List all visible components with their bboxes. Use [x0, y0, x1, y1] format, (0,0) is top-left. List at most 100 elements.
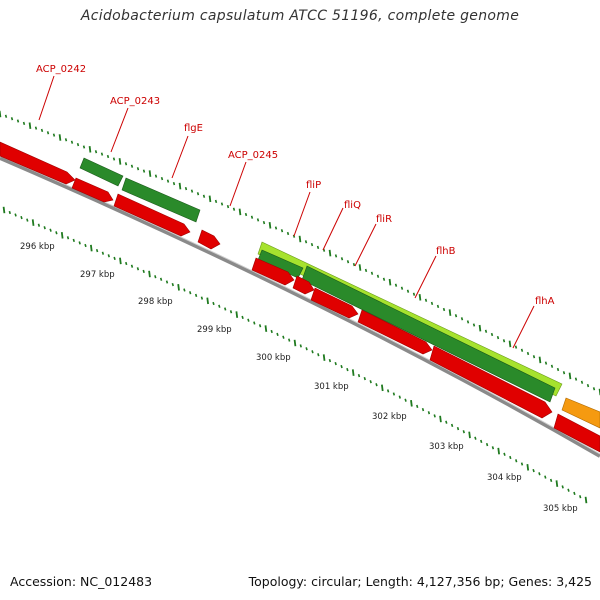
scale-tick: [561, 485, 564, 489]
scale-tick: [253, 321, 256, 325]
gene-feature-red-3[interactable]: [197, 229, 221, 250]
scale-tick: [142, 269, 145, 274]
scale-tick: [491, 446, 495, 450]
outer-tick: [166, 179, 170, 183]
gene-label-acp0243: ACP_0243: [110, 96, 160, 153]
outer-tick: [178, 182, 182, 190]
scale-tick: [322, 354, 326, 361]
scale-tick: [189, 291, 192, 295]
scale-tick: [293, 339, 297, 347]
outer-tick: [130, 164, 134, 168]
outer-tick: [238, 208, 242, 216]
outer-tick: [28, 122, 32, 130]
outer-tick: [370, 271, 374, 275]
gene-label-flhb: flhB: [414, 246, 456, 299]
outer-tick: [334, 254, 338, 258]
scale-tick: [224, 307, 227, 311]
scale-tick: [264, 325, 268, 332]
scale-tick: [247, 318, 250, 322]
outer-tick: [418, 293, 422, 301]
outer-tick: [310, 242, 314, 247]
gene-feature-red-1[interactable]: [71, 177, 114, 203]
scale-tick: [357, 373, 361, 378]
outer-tick: [16, 119, 20, 123]
scale-tick: [31, 219, 35, 226]
outer-tick: [406, 289, 410, 293]
gene-feature-red-8[interactable]: [429, 345, 553, 419]
outer-tick: [40, 128, 44, 133]
outer-tick: [490, 332, 494, 337]
scale-tick: [340, 364, 343, 369]
scale-tick: [445, 420, 448, 424]
outer-tick: [508, 340, 512, 348]
outer-tick: [472, 323, 476, 327]
outer-tick: [580, 380, 584, 384]
outer-tick: [484, 329, 488, 333]
gene-feature-acp0243-green[interactable]: [79, 157, 124, 187]
gene-feature-red-6[interactable]: [310, 287, 359, 319]
scale-tick: [212, 301, 215, 306]
scale-label-304: 304 kbp: [487, 473, 522, 483]
svg-text:ACP_0243: ACP_0243: [110, 96, 160, 107]
gene-feature-red-4[interactable]: [251, 257, 295, 286]
outer-tick: [88, 145, 92, 153]
scale-tick: [72, 238, 75, 243]
scale-label-299: 299 kbp: [197, 325, 232, 335]
genome-backbone-highlight: [0, 155, 600, 455]
gene-feature-red-2[interactable]: [113, 193, 191, 237]
gene-label-acp0242: ACP_0242: [36, 64, 86, 121]
scale-tick: [567, 488, 570, 492]
scale-tick: [241, 315, 244, 320]
scale-tick: [584, 496, 588, 504]
gene-feature-flha-green-dark[interactable]: [301, 265, 556, 403]
outer-tick: [448, 309, 452, 316]
outer-tick: [82, 145, 86, 149]
outer-tick: [280, 229, 284, 233]
scale-tick: [258, 324, 262, 328]
outer-tick: [538, 356, 542, 364]
outer-tick: [148, 170, 152, 177]
outer-tick: [184, 186, 188, 191]
map-title: Acidobacterium capsulatum ATCC 51196, co…: [80, 8, 520, 24]
outer-tick: [124, 162, 128, 166]
scale-tick: [66, 236, 70, 240]
outer-tick: [346, 260, 350, 264]
outer-tick: [430, 301, 434, 306]
scale-tick: [311, 350, 314, 354]
outer-tick: [478, 324, 482, 332]
scale-tick: [194, 293, 198, 298]
scale-tick: [136, 267, 140, 271]
gene-feature-orange[interactable]: [561, 397, 600, 429]
scale-tick: [26, 218, 29, 222]
gene-label-flir: fliR: [354, 214, 392, 267]
gene-label-fliq: fliQ: [322, 200, 361, 251]
gene-feature-red-9[interactable]: [553, 413, 600, 453]
gene-label-flge: flgE: [171, 123, 203, 179]
gene-feature-acp0242[interactable]: [0, 141, 76, 185]
outer-tick: [364, 268, 368, 273]
outer-tick: [226, 204, 230, 209]
scale-tick: [159, 277, 163, 281]
scale-tick: [119, 257, 122, 265]
outer-tick: [586, 383, 590, 388]
outer-tick: [298, 235, 302, 243]
scale-tick: [351, 369, 355, 376]
outer-tick: [202, 194, 206, 198]
scale-tick: [90, 244, 93, 252]
scale-tick: [125, 261, 128, 266]
scale-tick: [538, 472, 541, 476]
outer-tick: [58, 134, 62, 141]
gene-feature-red-5[interactable]: [292, 275, 315, 295]
gene-feature-flge-green[interactable]: [121, 177, 201, 223]
scale-tick: [549, 478, 553, 483]
outer-tick: [514, 345, 518, 349]
scale-tick: [474, 436, 477, 440]
scale-label-300: 300 kbp: [256, 353, 291, 363]
scale-tick: [433, 414, 436, 418]
scale-tick: [171, 282, 174, 287]
scale-tick: [573, 491, 576, 496]
outer-tick: [244, 212, 248, 217]
scale-tick: [450, 423, 454, 428]
scale-tick: [532, 468, 535, 473]
gene-feature-red-7[interactable]: [357, 309, 433, 355]
